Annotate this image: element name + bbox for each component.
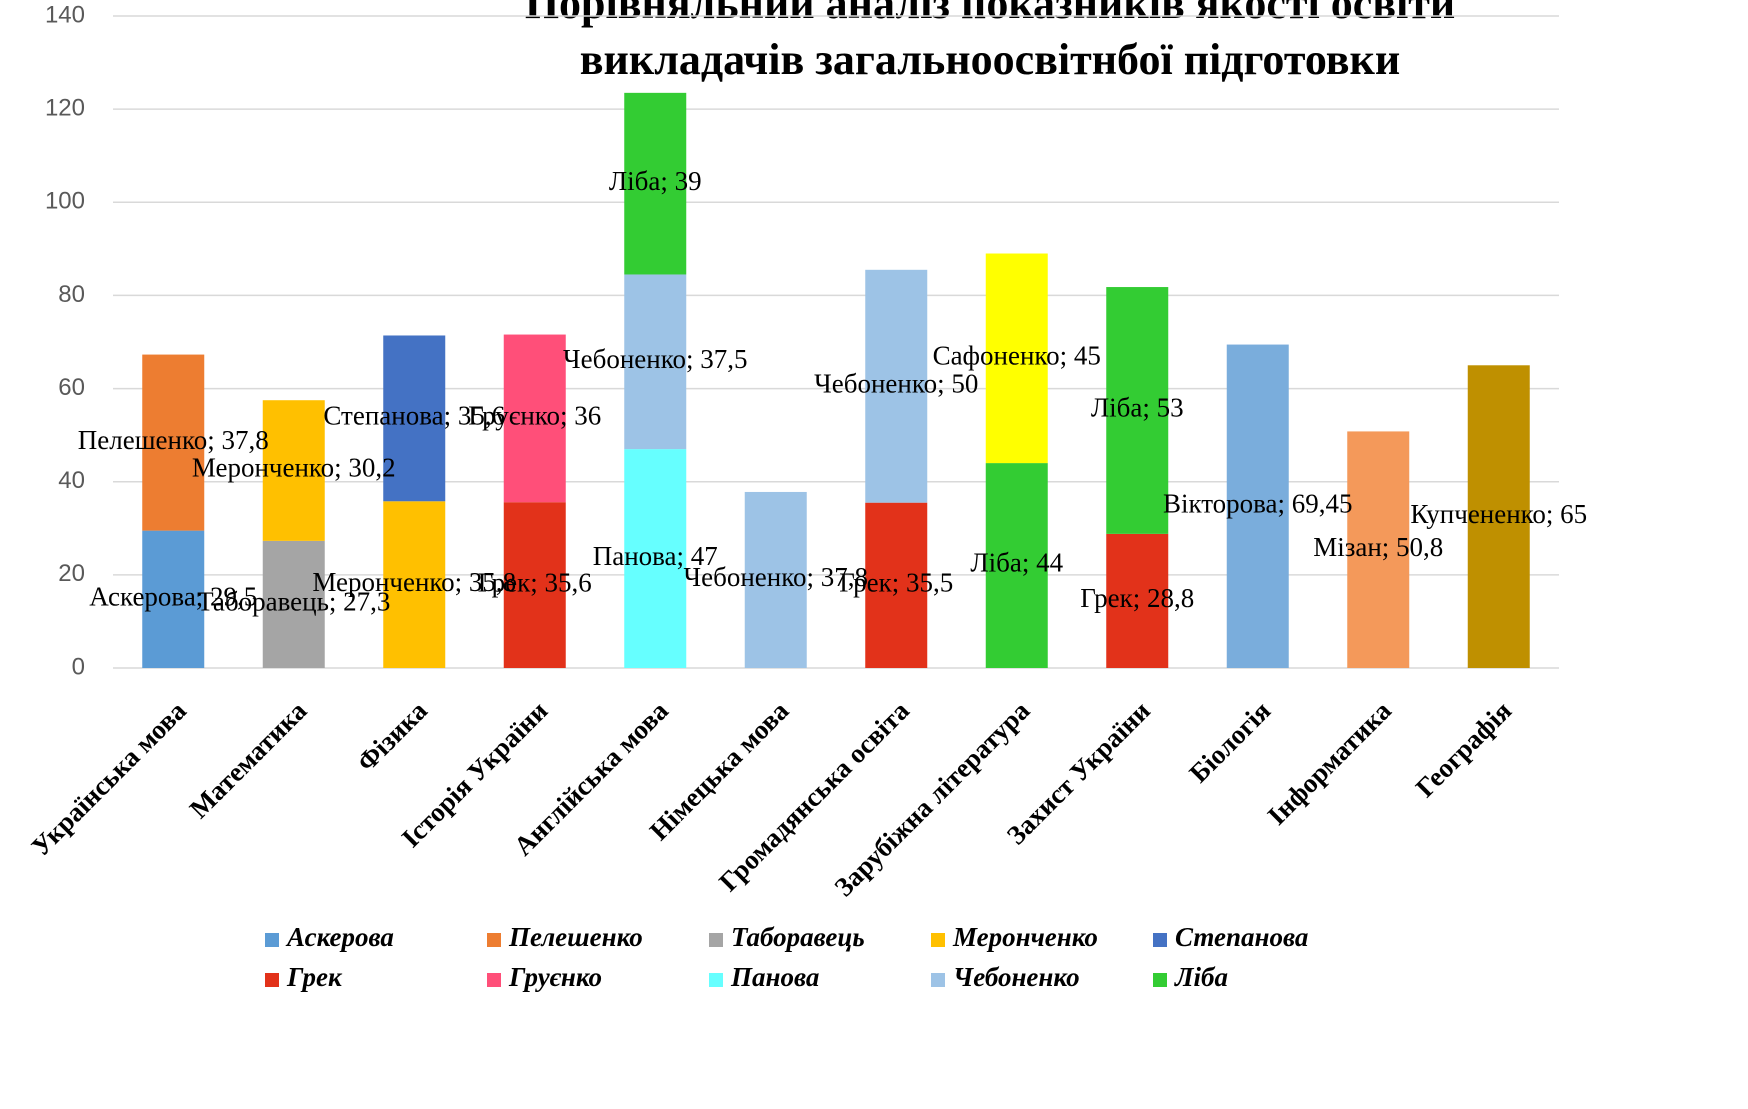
bar-segment	[1106, 287, 1169, 534]
bar-segment	[503, 334, 566, 503]
legend-label: Панова	[730, 962, 819, 992]
legend-swatch	[1153, 933, 1167, 947]
x-tick-label: Географія	[1410, 695, 1518, 803]
data-label: Ліба; 39	[609, 166, 702, 196]
x-tick-label: Математика	[184, 695, 313, 824]
bar-segment	[865, 269, 928, 503]
legend-swatch	[931, 973, 945, 987]
bar-segment	[985, 253, 1048, 464]
data-label: Грек; 28,8	[1080, 583, 1194, 613]
data-label: Ліба; 44	[970, 548, 1063, 578]
legend-swatch	[265, 973, 279, 987]
bar-segment	[624, 274, 687, 450]
legend-swatch	[487, 973, 501, 987]
y-tick-label: 100	[45, 188, 85, 215]
data-label: Чебоненко; 37,5	[563, 344, 747, 374]
legend-swatch	[265, 933, 279, 947]
data-label: Купчененко; 65	[1410, 499, 1587, 529]
data-label: Груєнко; 36	[468, 401, 601, 431]
bar-segment	[1226, 344, 1289, 668]
y-tick-label: 120	[45, 94, 85, 121]
legend-swatch	[931, 933, 945, 947]
bar-segment	[624, 92, 687, 275]
data-label: Пелешенко; 37,8	[78, 425, 269, 455]
data-label: Вікторова; 69,45	[1163, 488, 1353, 518]
y-tick-label: 60	[58, 374, 85, 401]
bar-segment	[142, 354, 205, 531]
legend-swatch	[709, 933, 723, 947]
y-tick-label: 0	[72, 653, 85, 680]
x-tick-label: Біологія	[1183, 695, 1276, 788]
bar-segment	[142, 530, 205, 668]
bar-segment	[1106, 533, 1169, 668]
legend-label: Чебоненко	[953, 962, 1080, 992]
legend-label: Аскерова	[285, 922, 394, 952]
bar-segment	[262, 540, 325, 668]
data-label: Меронченко; 30,2	[192, 453, 396, 483]
data-label: Мізан; 50,8	[1313, 532, 1443, 562]
legend-label: Пелешенко	[508, 922, 643, 952]
legend-label: Степанова	[1175, 922, 1308, 952]
legend-swatch	[1153, 973, 1167, 987]
bar-segment	[383, 501, 446, 668]
data-label: Грек; 35,5	[839, 568, 953, 598]
data-label: Меронченко; 35,8	[312, 567, 516, 597]
data-label: Степанова; 35,6	[323, 401, 505, 431]
data-label: Ліба; 53	[1091, 393, 1184, 423]
bar-segment	[1467, 365, 1530, 668]
x-tick-label: Зарубіжна література	[828, 695, 1035, 902]
legend-label: Груєнко	[508, 962, 602, 992]
legend-label: Меронченко	[952, 922, 1098, 952]
legend-swatch	[487, 933, 501, 947]
data-label: Таборавець; 27,3	[197, 587, 390, 617]
chart-title: Порівняльний аналіз показників якості ос…	[525, 0, 1455, 84]
data-label: Аскерова; 29,5	[89, 582, 257, 612]
y-tick-label: 140	[45, 1, 85, 28]
bar-segment	[503, 502, 566, 668]
bar-segment	[744, 491, 807, 668]
data-label: Чебоненко; 50	[814, 368, 978, 398]
bar-segment	[383, 335, 446, 502]
legend-label: Грек	[286, 962, 343, 992]
x-tick-label: Фізика	[351, 695, 433, 777]
bar-segment	[262, 400, 325, 541]
data-label: Панова; 47	[593, 541, 718, 571]
x-tick-label: Українська мова	[25, 695, 192, 862]
x-tick-label: Інформатика	[1262, 695, 1398, 831]
data-label: Грек; 35,6	[478, 567, 592, 597]
bar-segment	[865, 502, 928, 668]
legend-label: Ліба	[1174, 962, 1228, 992]
bar-segment	[1347, 431, 1410, 668]
data-label: Сафоненко; 45	[933, 341, 1101, 371]
legend-label: Таборавець	[731, 922, 865, 952]
legend-swatch	[709, 973, 723, 987]
y-tick-label: 20	[58, 560, 85, 587]
bar-segment	[624, 449, 687, 668]
y-tick-label: 40	[58, 467, 85, 494]
y-tick-label: 80	[58, 281, 85, 308]
bar-segment	[985, 463, 1048, 668]
data-label: Чебоненко; 37,8	[684, 562, 868, 592]
